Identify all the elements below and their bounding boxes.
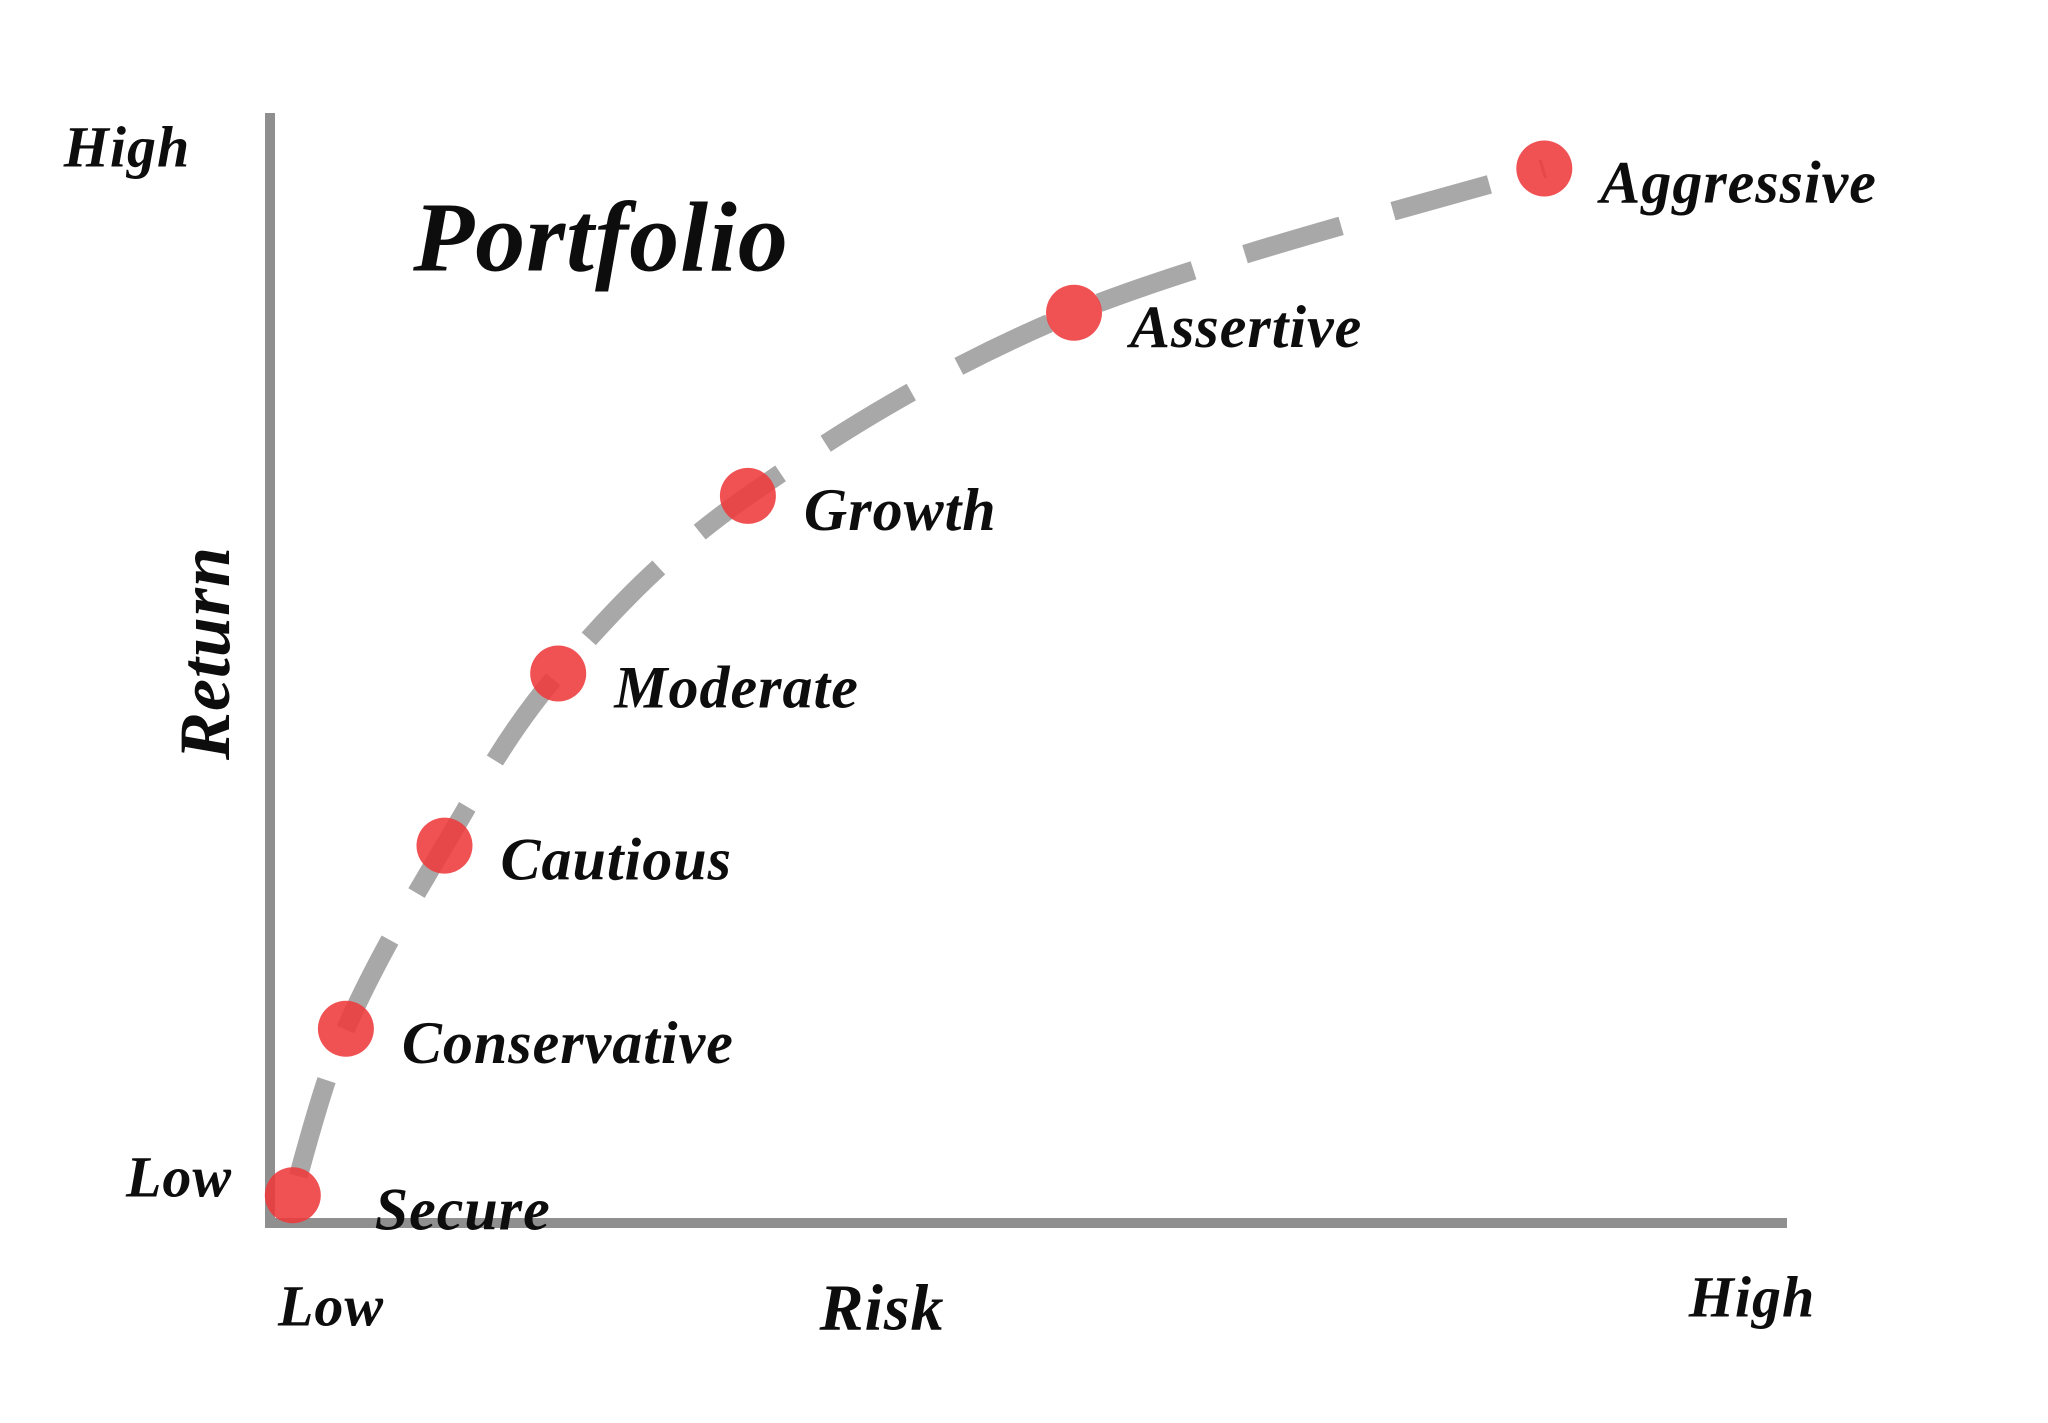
- y-axis-title: Return: [165, 546, 245, 761]
- point-label-growth: Growth: [804, 477, 997, 543]
- point-label-conservative: Conservative: [402, 1010, 734, 1076]
- chart-title: Portfolio: [412, 182, 789, 293]
- point-label-secure: Secure: [375, 1176, 551, 1242]
- point-dot-cautious: [416, 817, 473, 874]
- point-label-cautious: Cautious: [501, 827, 732, 893]
- axes-lines: [265, 113, 1787, 1228]
- point-dot-moderate: [530, 645, 587, 702]
- x-axis-title: Risk: [818, 1272, 944, 1345]
- point-dot-conservative: [317, 1000, 374, 1057]
- x-axis-high-label: High: [1688, 1265, 1816, 1330]
- x-axis-low-label: Low: [277, 1274, 384, 1339]
- point-label-assertive: Assertive: [1126, 294, 1362, 360]
- risk-return-curve: [283, 159, 1548, 1199]
- point-dot-growth: [719, 467, 776, 524]
- portfolio-points: Secure Conservative Cautious Moderate Growth…: [264, 140, 1877, 1242]
- point-dot-assertive: [1046, 284, 1102, 341]
- point-label-moderate: Moderate: [613, 655, 859, 721]
- y-axis-high-label: High: [63, 115, 191, 180]
- y-axis-low-label: Low: [125, 1145, 232, 1210]
- point-label-aggressive: Aggressive: [1596, 150, 1877, 216]
- point-dot-secure: [264, 1167, 321, 1224]
- point-dot-aggressive: [1516, 140, 1573, 197]
